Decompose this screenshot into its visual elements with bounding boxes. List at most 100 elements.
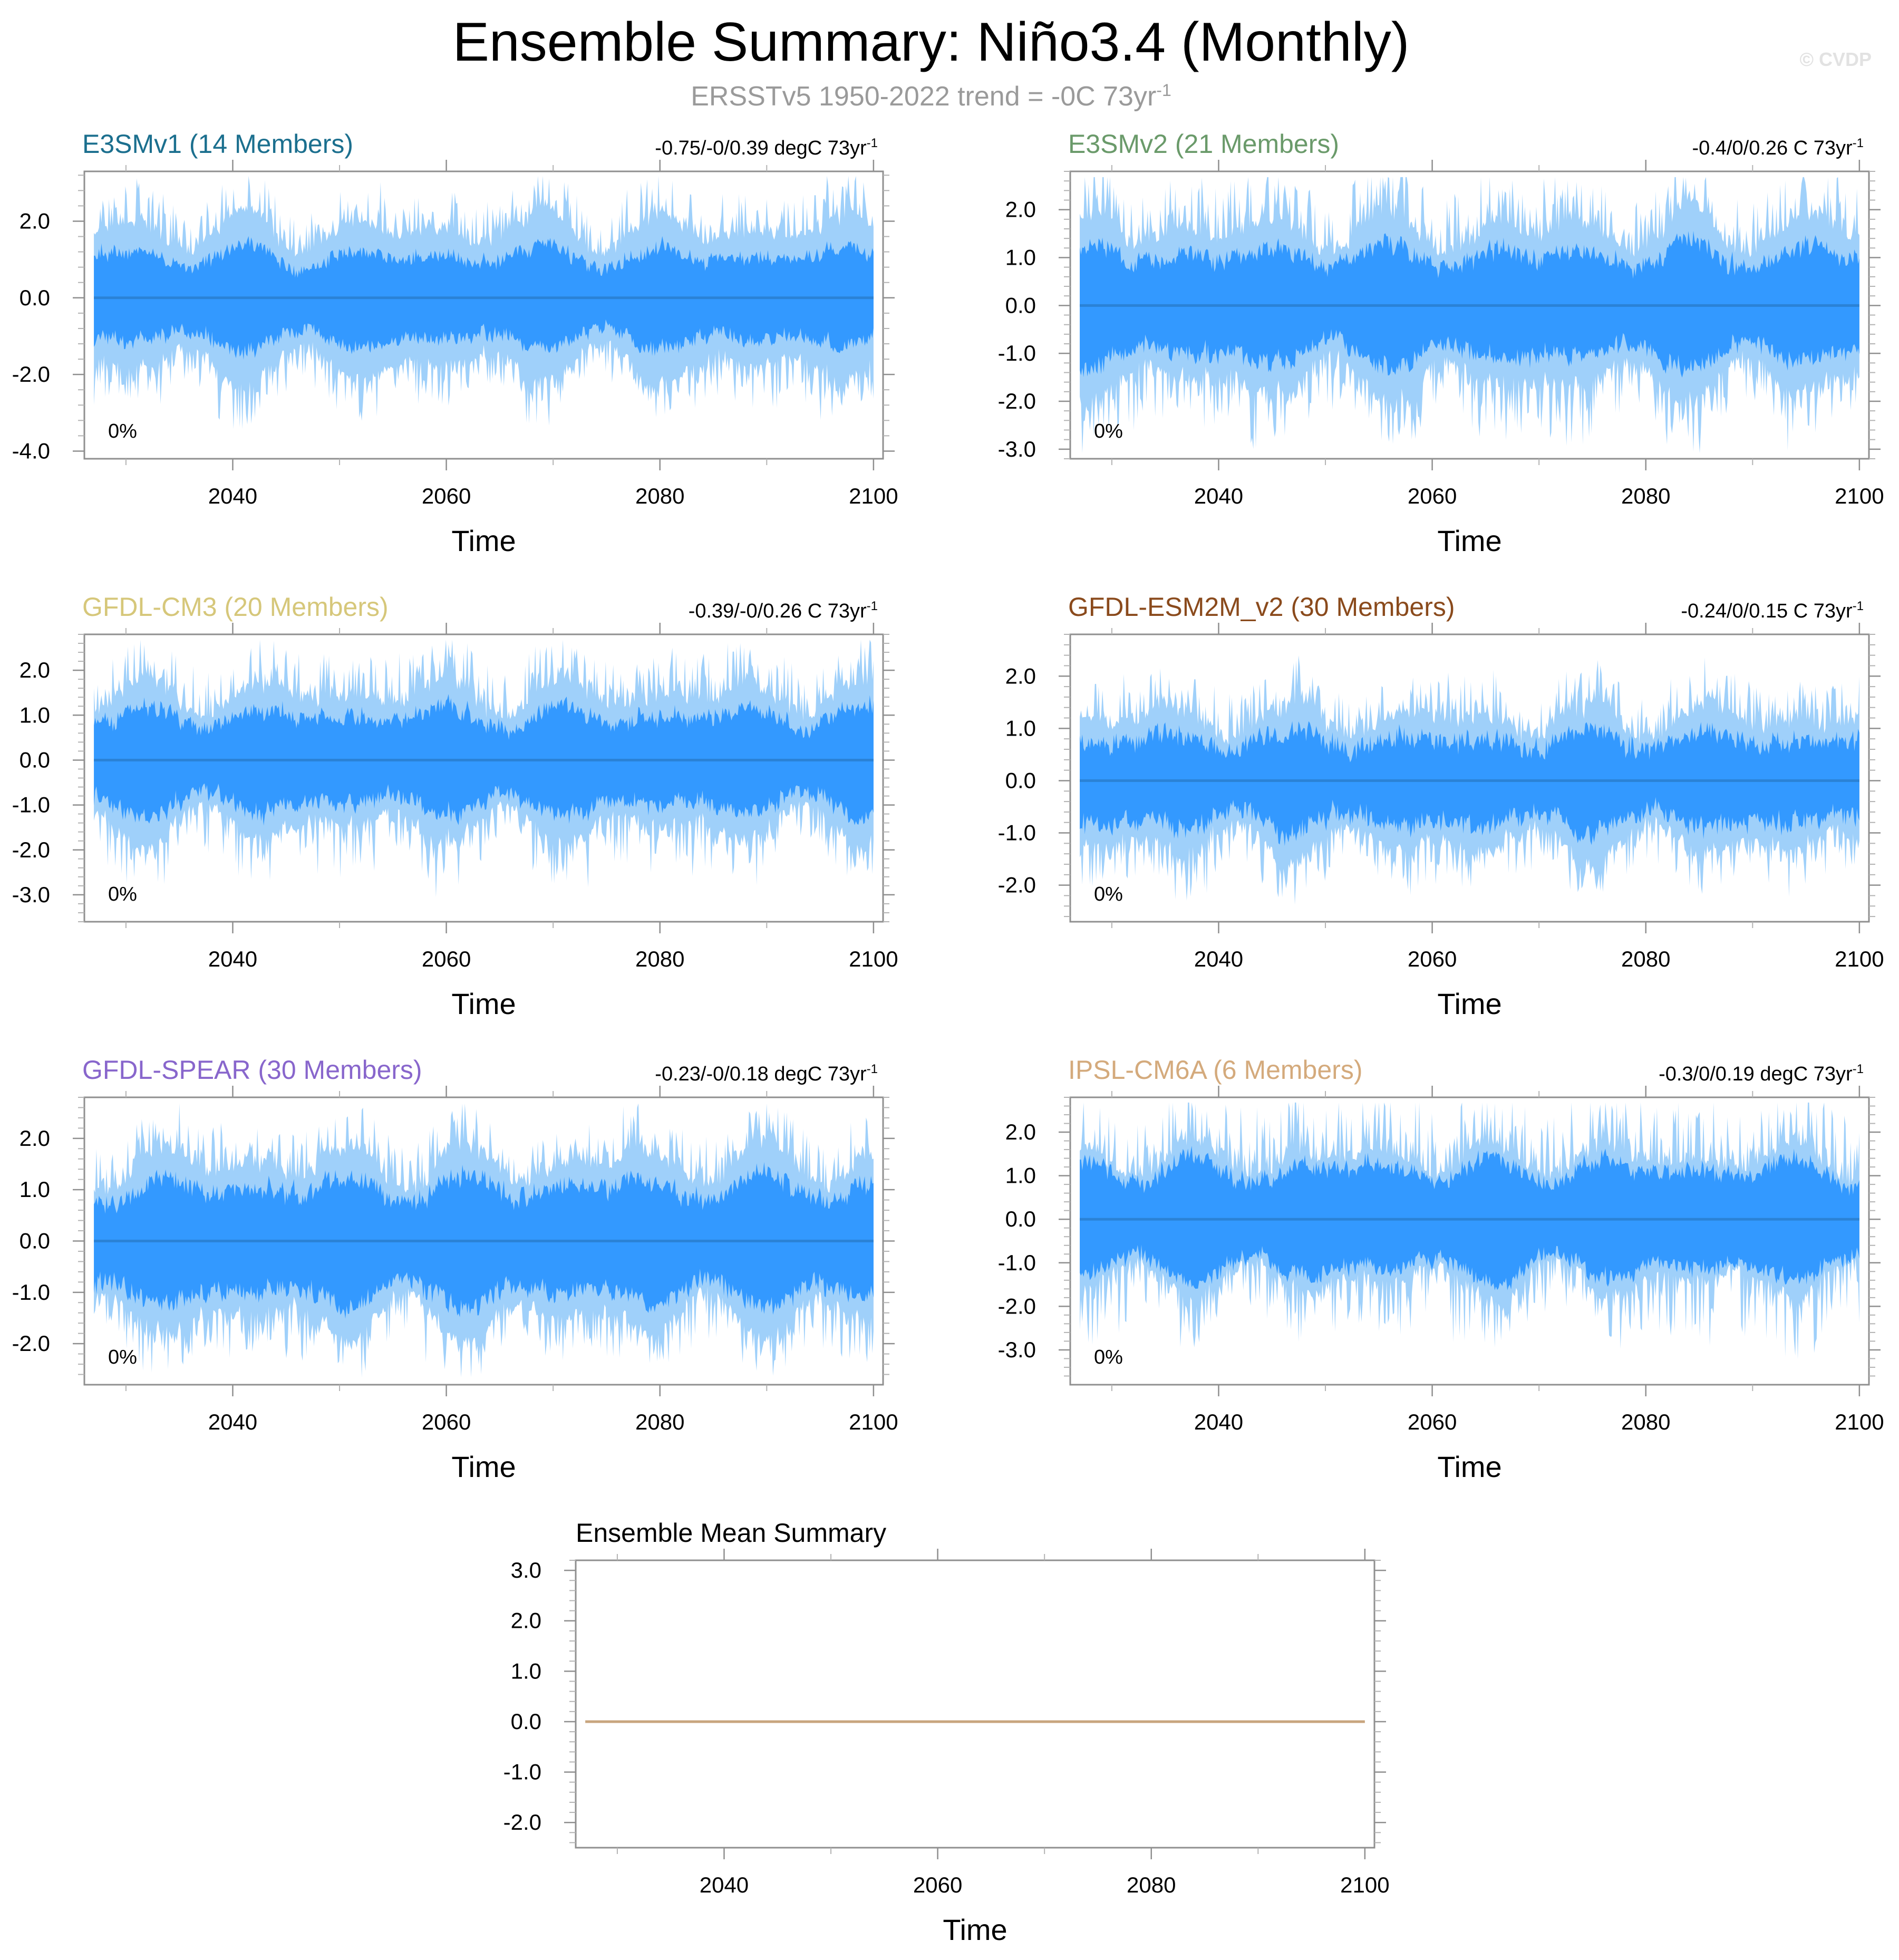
- x-tick-label: 2040: [1194, 1409, 1243, 1434]
- panel-trend-label: -0.39/-0/0.26 C 73yr-1: [689, 599, 878, 622]
- panel-trend-label: -0.75/-0/0.39 degC 73yr-1: [655, 136, 878, 159]
- y-tick-label: 1.0: [20, 702, 50, 727]
- x-tick-label: 2080: [635, 947, 684, 971]
- y-tick-label: 2.0: [1005, 1119, 1036, 1144]
- percent-label: 0%: [108, 420, 137, 442]
- x-tick-label: 2080: [635, 1409, 684, 1434]
- y-tick-label: 2.0: [20, 658, 50, 682]
- y-tick-label: -1.0: [12, 1280, 50, 1305]
- y-tick-label: 0.0: [20, 1229, 50, 1253]
- panel-1: E3SMv1 (14 Members) -0.75/-0/0.39 degC 73…: [12, 129, 898, 557]
- x-tick-label: 2100: [1835, 1409, 1884, 1434]
- y-tick-label: 3.0: [511, 1558, 541, 1582]
- x-tick-label: 2100: [849, 484, 898, 508]
- y-tick-label: -2.0: [12, 362, 50, 387]
- x-tick-label: 2060: [422, 947, 471, 971]
- panel-title: E3SMv2 (21 Members): [1068, 129, 1339, 159]
- y-tick-label: -3.0: [998, 437, 1036, 461]
- percent-label: 0%: [108, 883, 137, 905]
- y-tick-label: 2.0: [20, 208, 50, 233]
- cvdp-watermark: © CVDP: [1799, 49, 1872, 70]
- panel-6: IPSL-CM6A (6 Members) -0.3/0/0.19 degC 73…: [998, 1055, 1884, 1483]
- x-tick-label: 2040: [208, 947, 257, 971]
- y-tick-label: -2.0: [998, 873, 1036, 897]
- x-tick-label: 2060: [913, 1872, 962, 1897]
- y-tick-label: -1.0: [503, 1760, 541, 1784]
- panel-title: Ensemble Mean Summary: [576, 1518, 886, 1548]
- x-axis-title: Time: [451, 1450, 516, 1483]
- y-tick-label: 1.0: [1005, 245, 1036, 270]
- ensemble-mean-panel: Ensemble Mean Summary 2040 2060 2080 2100 -2.…: [503, 1518, 1390, 1946]
- y-tick-label: 0.0: [1005, 1206, 1036, 1231]
- x-tick-label: 2040: [208, 1409, 257, 1434]
- y-tick-label: -1.0: [998, 820, 1036, 845]
- y-tick-label: 0.0: [1005, 768, 1036, 793]
- y-tick-label: 1.0: [1005, 1163, 1036, 1188]
- x-tick-label: 2100: [1835, 484, 1884, 508]
- x-tick-label: 2060: [422, 1409, 471, 1434]
- y-tick-label: -1.0: [998, 341, 1036, 365]
- x-tick-label: 2080: [1127, 1872, 1176, 1897]
- panel-2: E3SMv2 (21 Members) -0.4/0/0.26 C 73yr-1 0…: [998, 129, 1884, 557]
- x-tick-label: 2060: [422, 484, 471, 508]
- panels-layer: E3SMv1 (14 Members) -0.75/-0/0.39 degC 73…: [12, 129, 1884, 1946]
- y-tick-label: 2.0: [1005, 197, 1036, 222]
- plot-frame: [575, 1559, 1375, 1849]
- x-tick-label: 2040: [1194, 484, 1243, 508]
- panel-title: GFDL-ESM2M_v2 (30 Members): [1068, 592, 1455, 622]
- x-tick-label: 2080: [1621, 1409, 1670, 1434]
- percent-label: 0%: [1094, 1346, 1123, 1368]
- x-tick-label: 2040: [1194, 947, 1243, 971]
- x-axis-title: Time: [1437, 524, 1501, 557]
- plot-frame: [1069, 1096, 1870, 1386]
- panel-title: E3SMv1 (14 Members): [82, 129, 353, 159]
- panel-title: GFDL-CM3 (20 Members): [82, 592, 389, 622]
- x-tick-label: 2040: [700, 1872, 749, 1897]
- panel-trend-label: -0.24/0/0.15 C 73yr-1: [1681, 599, 1864, 622]
- figure-subtitle: ERSSTv5 1950-2022 trend = -0C 73yr-1: [691, 81, 1171, 112]
- x-tick-label: 2060: [1408, 947, 1457, 971]
- y-tick-label: 1.0: [20, 1177, 50, 1202]
- y-tick-label: 1.0: [511, 1658, 541, 1683]
- percent-label: 0%: [108, 1346, 137, 1368]
- y-tick-label: -2.0: [998, 389, 1036, 413]
- y-tick-label: -2.0: [12, 1331, 50, 1356]
- y-tick-label: -2.0: [503, 1810, 541, 1835]
- panel-3: GFDL-CM3 (20 Members) -0.39/-0/0.26 C 73y…: [12, 592, 898, 1020]
- x-tick-label: 2100: [1835, 947, 1884, 971]
- y-tick-label: 2.0: [511, 1608, 541, 1633]
- x-tick-label: 2040: [208, 484, 257, 508]
- y-tick-label: -1.0: [998, 1250, 1036, 1275]
- percent-label: 0%: [1094, 883, 1123, 905]
- x-tick-label: 2100: [849, 1409, 898, 1434]
- x-tick-label: 2100: [1340, 1872, 1389, 1897]
- y-tick-label: 0.0: [511, 1709, 541, 1734]
- panel-trend-label: -0.4/0/0.26 C 73yr-1: [1692, 136, 1864, 159]
- percentile-band: [1080, 721, 1859, 846]
- y-tick-label: -2.0: [12, 837, 50, 862]
- y-tick-label: 0.0: [20, 285, 50, 310]
- x-tick-label: 2080: [1621, 484, 1670, 508]
- y-tick-label: -4.0: [12, 438, 50, 463]
- percent-label: 0%: [1094, 420, 1123, 442]
- y-tick-label: 0.0: [1005, 293, 1036, 317]
- y-tick-label: -1.0: [12, 793, 50, 817]
- panel-title: GFDL-SPEAR (30 Members): [82, 1055, 422, 1085]
- plot-frame: [1069, 633, 1870, 923]
- x-tick-label: 2080: [635, 484, 684, 508]
- y-tick-label: -3.0: [998, 1337, 1036, 1362]
- y-tick-label: -2.0: [998, 1293, 1036, 1318]
- x-tick-label: 2060: [1408, 1409, 1457, 1434]
- x-tick-label: 2080: [1621, 947, 1670, 971]
- x-axis-title: Time: [1437, 1450, 1501, 1483]
- y-tick-label: 2.0: [1005, 663, 1036, 688]
- x-axis-title: Time: [943, 1913, 1007, 1946]
- panel-trend-label: -0.23/-0/0.18 degC 73yr-1: [655, 1062, 878, 1085]
- plot-frame: [83, 170, 884, 460]
- y-tick-label: 0.0: [20, 747, 50, 772]
- figure-title: Ensemble Summary: Niño3.4 (Monthly): [453, 12, 1410, 73]
- x-tick-label: 2060: [1408, 484, 1457, 508]
- panel-5: GFDL-SPEAR (30 Members) -0.23/-0/0.18 deg…: [12, 1055, 898, 1483]
- y-tick-label: 1.0: [1005, 716, 1036, 740]
